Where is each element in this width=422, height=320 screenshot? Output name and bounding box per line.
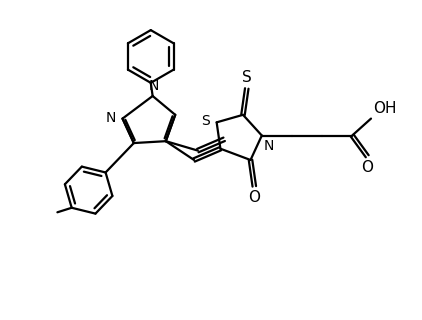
Text: OH: OH: [373, 101, 396, 116]
Text: O: O: [248, 190, 260, 205]
Text: O: O: [362, 160, 373, 175]
Text: S: S: [201, 114, 210, 128]
Text: S: S: [242, 70, 252, 85]
Text: N: N: [149, 79, 160, 93]
Text: N: N: [263, 139, 274, 153]
Text: N: N: [106, 111, 116, 125]
